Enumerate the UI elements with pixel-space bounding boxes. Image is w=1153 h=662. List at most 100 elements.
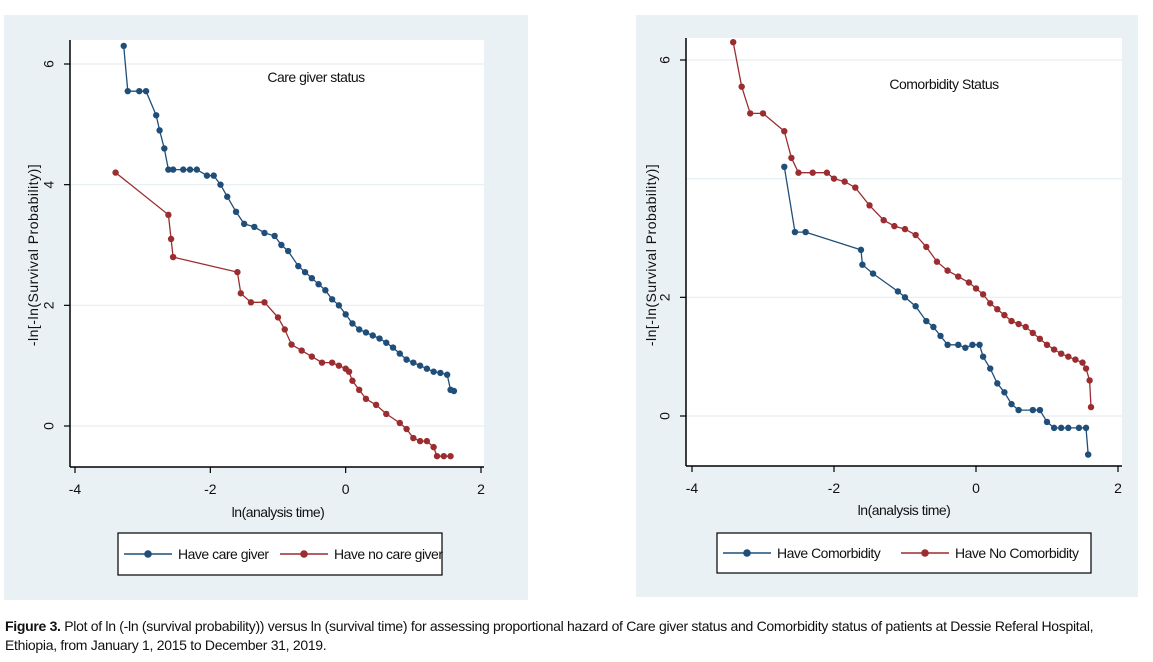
data-point bbox=[880, 217, 887, 224]
data-point bbox=[322, 287, 329, 294]
data-point bbox=[274, 314, 282, 321]
data-point bbox=[729, 39, 737, 46]
legend-entry-label: Have no care giver bbox=[334, 546, 443, 562]
y-tick-label: 2 bbox=[657, 293, 673, 301]
series-1 bbox=[781, 163, 1092, 458]
data-point bbox=[923, 243, 930, 251]
data-point bbox=[944, 267, 951, 274]
data-point bbox=[857, 246, 865, 254]
data-point bbox=[440, 452, 447, 460]
data-point bbox=[1036, 335, 1044, 343]
data-point bbox=[349, 320, 356, 327]
data-point bbox=[437, 369, 444, 377]
data-point bbox=[180, 166, 187, 173]
x-tick-label: -4 bbox=[69, 481, 82, 497]
data-point bbox=[433, 452, 441, 460]
data-point bbox=[430, 443, 437, 451]
data-point bbox=[962, 344, 969, 351]
data-point bbox=[979, 291, 987, 298]
data-point bbox=[423, 365, 431, 372]
data-point bbox=[823, 169, 831, 176]
data-point bbox=[1036, 406, 1044, 414]
data-point bbox=[281, 326, 288, 333]
data-point bbox=[167, 235, 175, 243]
series-2 bbox=[112, 169, 454, 460]
data-point bbox=[894, 288, 902, 295]
data-point bbox=[869, 270, 877, 277]
data-point bbox=[396, 419, 403, 427]
data-point bbox=[1001, 389, 1008, 396]
data-point bbox=[430, 368, 437, 375]
data-point bbox=[362, 329, 370, 336]
data-point bbox=[1043, 418, 1051, 426]
data-point bbox=[1084, 451, 1092, 458]
data-point bbox=[1065, 353, 1072, 360]
data-point bbox=[955, 273, 962, 280]
data-point bbox=[738, 83, 745, 90]
x-tick-label: -2 bbox=[204, 481, 217, 497]
data-point bbox=[976, 341, 983, 348]
data-point bbox=[396, 350, 403, 357]
series-2 bbox=[729, 39, 1095, 411]
data-point bbox=[410, 359, 417, 366]
data-point bbox=[866, 202, 873, 209]
data-point bbox=[1082, 365, 1090, 372]
data-point bbox=[169, 253, 177, 261]
data-point bbox=[1001, 311, 1008, 319]
data-point bbox=[383, 339, 390, 346]
chart-2: -4 -2 0 2 0 2 6 Comorbidity Status ln(analysis t… bbox=[643, 38, 1122, 574]
data-point bbox=[987, 365, 994, 372]
data-point bbox=[318, 359, 326, 366]
data-point bbox=[969, 341, 976, 348]
data-point bbox=[901, 225, 909, 233]
data-point bbox=[923, 317, 930, 325]
x-tick-label: 2 bbox=[1114, 480, 1122, 496]
data-point bbox=[165, 166, 172, 173]
data-point bbox=[1058, 350, 1065, 357]
data-point bbox=[423, 437, 431, 445]
data-point bbox=[781, 163, 788, 170]
data-point bbox=[944, 341, 951, 348]
data-point bbox=[965, 279, 973, 286]
data-point bbox=[912, 303, 919, 310]
data-point bbox=[362, 395, 370, 403]
data-point bbox=[1082, 424, 1090, 432]
legend-swatch-marker bbox=[743, 549, 751, 557]
data-point bbox=[335, 302, 343, 309]
data-point bbox=[165, 211, 172, 219]
data-point bbox=[153, 112, 160, 119]
data-point bbox=[335, 362, 343, 369]
plot-area bbox=[686, 38, 1122, 466]
chart-annotation: Comorbidity Status bbox=[889, 76, 999, 92]
data-point bbox=[234, 268, 241, 276]
data-point bbox=[369, 332, 376, 339]
data-point bbox=[261, 229, 268, 237]
data-point bbox=[1008, 400, 1015, 408]
data-point bbox=[859, 261, 866, 268]
chart-1: -4 -2 0 2 0 2 4 6 Care giver status ln(analysis t… bbox=[25, 40, 485, 576]
data-point bbox=[1058, 424, 1065, 432]
data-point bbox=[994, 380, 1001, 387]
data-point bbox=[120, 42, 127, 50]
data-point bbox=[308, 274, 316, 282]
y-tick-label: 0 bbox=[657, 412, 673, 420]
data-point bbox=[891, 222, 898, 230]
data-point bbox=[781, 128, 788, 135]
x-tick-label: 0 bbox=[342, 481, 350, 497]
data-point bbox=[345, 368, 353, 375]
caption-text: Plot of ln (-ln (survival probability)) … bbox=[5, 618, 1094, 653]
data-point bbox=[376, 335, 383, 342]
data-point bbox=[356, 326, 363, 333]
x-tick-label: -2 bbox=[828, 480, 841, 496]
legend-swatch-marker bbox=[921, 549, 929, 557]
data-point bbox=[987, 300, 994, 307]
data-point bbox=[142, 87, 150, 95]
data-point bbox=[349, 377, 356, 384]
y-axis-label: -ln[-ln(Survival Probability)] bbox=[25, 164, 41, 346]
legend-swatch-marker bbox=[144, 550, 152, 558]
data-point bbox=[356, 386, 363, 393]
data-point bbox=[809, 169, 816, 176]
data-point bbox=[224, 193, 231, 200]
data-point bbox=[237, 290, 244, 297]
chart-annotation: Care giver status bbox=[267, 69, 365, 85]
